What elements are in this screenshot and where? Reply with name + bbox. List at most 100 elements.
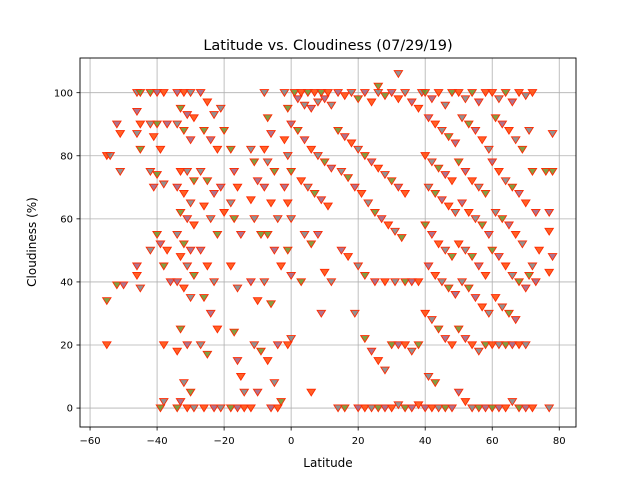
data-point xyxy=(101,297,112,306)
data-point xyxy=(420,152,431,161)
y-axis-label: Cloudiness (%) xyxy=(25,197,39,287)
data-point xyxy=(152,231,163,240)
data-point xyxy=(343,253,354,262)
data-point xyxy=(131,130,142,139)
data-point xyxy=(413,341,424,350)
data-point xyxy=(269,246,280,255)
data-point xyxy=(135,120,146,129)
data-point xyxy=(299,136,310,145)
data-point xyxy=(272,215,283,224)
data-point xyxy=(497,303,508,312)
data-point xyxy=(524,126,535,135)
data-point xyxy=(252,388,263,397)
data-point xyxy=(366,404,377,413)
data-point xyxy=(440,171,451,180)
data-point xyxy=(420,404,431,413)
data-point xyxy=(319,158,330,167)
data-point xyxy=(430,272,441,281)
data-point xyxy=(436,278,447,287)
data-point xyxy=(460,335,471,344)
data-point xyxy=(457,114,468,123)
data-point xyxy=(259,89,270,98)
data-point xyxy=(470,126,481,135)
data-point xyxy=(299,231,310,240)
data-point xyxy=(493,404,504,413)
data-point xyxy=(245,196,256,205)
data-point xyxy=(426,316,437,325)
data-point xyxy=(373,82,384,91)
data-point xyxy=(534,246,545,255)
data-point xyxy=(312,231,323,240)
data-point xyxy=(182,215,193,224)
data-point xyxy=(359,272,370,281)
data-point xyxy=(430,379,441,388)
data-point xyxy=(266,199,277,208)
data-point xyxy=(155,404,166,413)
data-point xyxy=(202,177,213,186)
data-point xyxy=(195,246,206,255)
data-point xyxy=(544,268,555,277)
data-point xyxy=(282,152,293,161)
data-point xyxy=(433,89,444,98)
data-point xyxy=(182,404,193,413)
data-point xyxy=(131,108,142,117)
data-point xyxy=(219,208,230,217)
data-point xyxy=(379,404,390,413)
chart-title: Latitude vs. Cloudiness (07/29/19) xyxy=(203,38,452,54)
data-point xyxy=(182,111,193,120)
data-point xyxy=(333,404,344,413)
data-point xyxy=(386,341,397,350)
data-point xyxy=(205,215,216,224)
data-point xyxy=(443,202,454,211)
data-point xyxy=(460,398,471,407)
data-point xyxy=(306,145,317,154)
data-point xyxy=(413,278,424,287)
data-point xyxy=(178,240,189,249)
y-tick-label: 60 xyxy=(60,214,73,225)
data-point xyxy=(296,177,307,186)
data-point xyxy=(396,234,407,243)
data-point xyxy=(473,262,484,271)
data-point xyxy=(500,404,511,413)
data-point xyxy=(145,120,156,129)
data-point xyxy=(202,262,213,271)
data-point xyxy=(162,120,173,129)
data-point xyxy=(473,347,484,356)
y-tick-label: 80 xyxy=(60,151,73,162)
data-point xyxy=(430,190,441,199)
data-point xyxy=(175,167,186,176)
data-point xyxy=(467,341,478,350)
data-point xyxy=(420,309,431,318)
data-point xyxy=(185,89,196,98)
x-tick-label: −40 xyxy=(147,436,168,447)
data-point xyxy=(406,347,417,356)
data-point xyxy=(326,278,337,287)
data-point xyxy=(178,284,189,293)
data-point xyxy=(366,158,377,167)
data-point xyxy=(510,136,521,145)
data-point xyxy=(480,89,491,98)
data-point xyxy=(393,183,404,192)
data-point xyxy=(158,341,169,350)
data-point xyxy=(423,114,434,123)
data-point xyxy=(172,89,183,98)
data-point xyxy=(185,136,196,145)
data-point xyxy=(493,341,504,350)
data-point xyxy=(286,215,297,224)
data-point xyxy=(145,246,156,255)
data-point xyxy=(457,278,468,287)
data-point xyxy=(158,89,169,98)
data-point xyxy=(279,89,290,98)
data-point xyxy=(373,164,384,173)
data-point xyxy=(182,167,193,176)
x-tick-label: 20 xyxy=(352,436,365,447)
data-point xyxy=(353,145,364,154)
data-point xyxy=(135,145,146,154)
data-point xyxy=(426,404,437,413)
data-point xyxy=(480,272,491,281)
x-tick-label: −60 xyxy=(79,436,100,447)
data-point xyxy=(443,133,454,142)
data-point xyxy=(312,98,323,107)
data-point xyxy=(453,89,464,98)
